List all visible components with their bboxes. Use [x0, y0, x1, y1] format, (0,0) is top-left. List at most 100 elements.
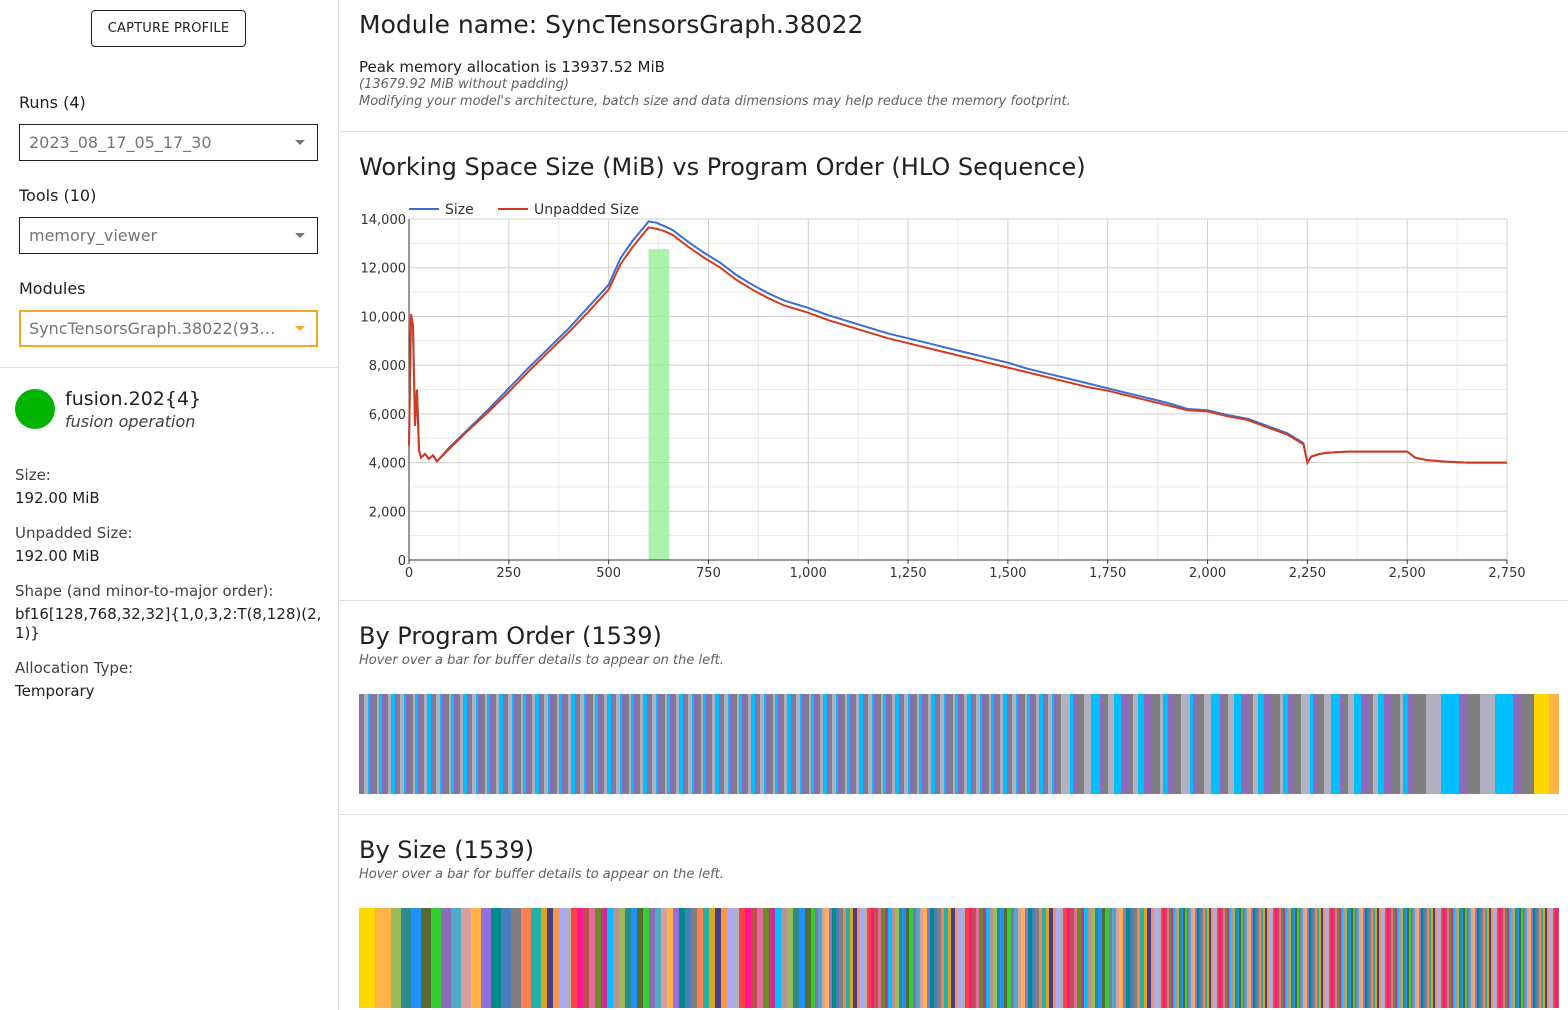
buffer-bar[interactable]: [1281, 908, 1283, 1008]
buffer-bar[interactable]: [607, 694, 611, 794]
buffer-bar[interactable]: [1253, 694, 1258, 794]
buffer-bar[interactable]: [1447, 908, 1449, 1008]
buffer-bar[interactable]: [656, 694, 658, 794]
buffer-bar[interactable]: [1533, 694, 1549, 794]
buffer-bar[interactable]: [1539, 908, 1541, 1008]
buffer-bar[interactable]: [961, 908, 965, 1008]
buffer-bar[interactable]: [1553, 908, 1555, 1008]
buffer-bar[interactable]: [496, 694, 499, 794]
buffer-bar[interactable]: [1321, 908, 1323, 1008]
buffer-bar[interactable]: [1535, 908, 1537, 1008]
buffer-bar[interactable]: [1283, 694, 1288, 794]
buffer-bar[interactable]: [1012, 694, 1016, 794]
buffer-bar[interactable]: [553, 908, 559, 1008]
buffer-bar[interactable]: [697, 694, 701, 794]
buffer-bar[interactable]: [1003, 908, 1007, 1008]
buffer-bar[interactable]: [706, 694, 710, 794]
buffer-bar[interactable]: [1445, 908, 1447, 1008]
buffer-bar[interactable]: [1415, 908, 1417, 1008]
buffer-bar[interactable]: [1091, 694, 1100, 794]
buffer-bar[interactable]: [1517, 908, 1519, 1008]
buffer-bar[interactable]: [1551, 908, 1553, 1008]
runs-select[interactable]: 2023_08_17_05_17_30: [19, 124, 318, 161]
buffer-bar[interactable]: [1000, 908, 1004, 1008]
buffer-bar[interactable]: [1549, 908, 1551, 1008]
buffer-bar[interactable]: [1271, 908, 1273, 1008]
buffer-bar[interactable]: [1263, 694, 1271, 794]
buffer-bar[interactable]: [613, 694, 616, 794]
buffer-bar[interactable]: [577, 694, 580, 794]
buffer-bar[interactable]: [1317, 694, 1324, 794]
buffer-bar[interactable]: [874, 908, 878, 1008]
buffer-bar[interactable]: [1034, 694, 1036, 794]
buffer-bar[interactable]: [846, 908, 850, 1008]
buffer-bar[interactable]: [1231, 908, 1233, 1008]
buffer-bar[interactable]: [832, 694, 836, 794]
buffer-bar[interactable]: [559, 694, 562, 794]
buffer-bar[interactable]: [1179, 908, 1181, 1008]
buffer-bar[interactable]: [1195, 908, 1197, 1008]
buffer-bar[interactable]: [1501, 908, 1503, 1008]
buffer-bar[interactable]: [1265, 908, 1267, 1008]
buffer-bar[interactable]: [1030, 694, 1034, 794]
buffer-bar[interactable]: [1477, 908, 1479, 1008]
buffer-bar[interactable]: [679, 694, 683, 794]
buffer-bar[interactable]: [476, 694, 478, 794]
buffer-bar[interactable]: [433, 694, 436, 794]
buffer-bar[interactable]: [842, 908, 846, 1008]
buffer-bar[interactable]: [1469, 908, 1471, 1008]
buffer-bar[interactable]: [1017, 908, 1021, 1008]
buffer-bar[interactable]: [1054, 694, 1057, 794]
buffer-bar[interactable]: [1241, 908, 1243, 1008]
buffer-bar[interactable]: [359, 908, 375, 1008]
buffer-bar[interactable]: [805, 908, 811, 1008]
buffer-bar[interactable]: [1339, 908, 1341, 1008]
buffer-bar[interactable]: [1307, 908, 1309, 1008]
buffer-bar[interactable]: [760, 694, 764, 794]
buffer-bar[interactable]: [584, 694, 586, 794]
buffer-bar[interactable]: [828, 908, 832, 1008]
buffer-bar[interactable]: [1370, 694, 1373, 794]
buffer-bar[interactable]: [1285, 908, 1287, 1008]
buffer-bar[interactable]: [958, 694, 962, 794]
buffer-bar[interactable]: [1379, 908, 1381, 1008]
buffer-bar[interactable]: [541, 694, 544, 794]
buffer-bar[interactable]: [1025, 694, 1027, 794]
buffer-bar[interactable]: [1175, 908, 1177, 1008]
buffer-bar[interactable]: [1197, 908, 1199, 1008]
buffer-bar[interactable]: [1299, 908, 1301, 1008]
buffer-bar[interactable]: [1201, 908, 1203, 1008]
buffer-bar[interactable]: [400, 694, 404, 794]
buffer-bar[interactable]: [865, 694, 868, 794]
buffer-bar[interactable]: [1429, 908, 1431, 1008]
buffer-bar[interactable]: [1455, 908, 1457, 1008]
buffer-bar[interactable]: [1181, 694, 1190, 794]
buffer-bar[interactable]: [1363, 908, 1365, 1008]
buffer-bar[interactable]: [1251, 908, 1253, 1008]
buffer-bar[interactable]: [877, 694, 881, 794]
buffer-bar[interactable]: [643, 694, 647, 794]
buffer-bar[interactable]: [881, 694, 883, 794]
buffer-bar[interactable]: [406, 694, 409, 794]
modules-select[interactable]: SyncTensorsGraph.38022(930...: [19, 310, 318, 347]
buffer-bar[interactable]: [553, 694, 557, 794]
buffer-bar[interactable]: [694, 694, 697, 794]
buffer-bar[interactable]: [1169, 908, 1171, 1008]
buffer-bar[interactable]: [919, 694, 922, 794]
buffer-bar[interactable]: [940, 694, 944, 794]
buffer-bar[interactable]: [1091, 908, 1095, 1008]
buffer-bar[interactable]: [1503, 908, 1505, 1008]
buffer-bar[interactable]: [1453, 908, 1455, 1008]
buffer-bar[interactable]: [1245, 908, 1247, 1008]
buffer-bar[interactable]: [415, 694, 418, 794]
buffer-bar[interactable]: [622, 694, 625, 794]
buffer-bar[interactable]: [661, 694, 665, 794]
buffer-bar[interactable]: [917, 694, 919, 794]
buffer-bar[interactable]: [1154, 908, 1158, 1008]
buffer-bar[interactable]: [1280, 694, 1283, 794]
buffer-bar[interactable]: [1115, 908, 1119, 1008]
buffer-bar[interactable]: [1052, 908, 1056, 1008]
buffer-bar[interactable]: [1031, 908, 1035, 1008]
buffer-bar[interactable]: [769, 694, 773, 794]
buffer-bar[interactable]: [1449, 908, 1451, 1008]
